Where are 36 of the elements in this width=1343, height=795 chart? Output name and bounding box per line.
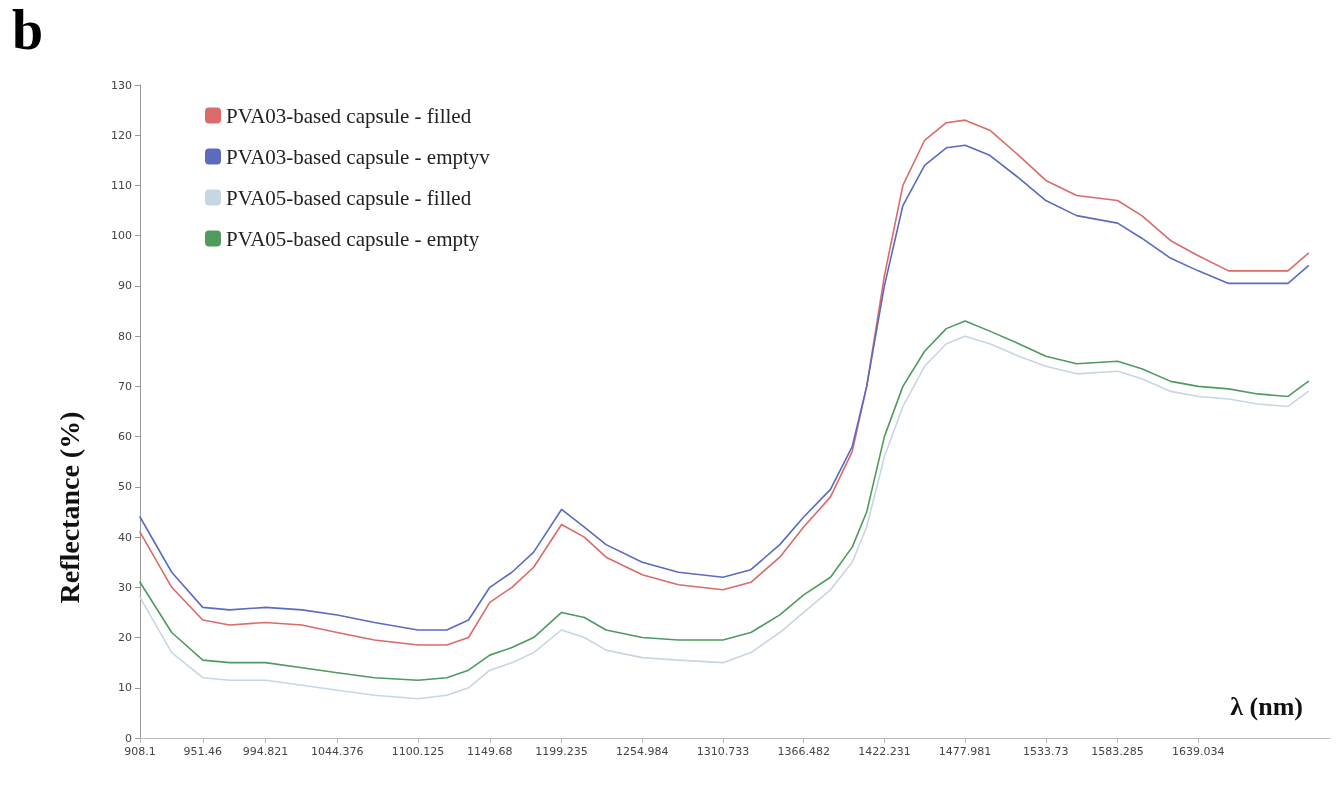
x-tick-label: 951.46 — [183, 745, 223, 758]
y-tick-label: 20 — [118, 631, 132, 645]
legend-label: PVA05-based capsule - empty — [226, 226, 480, 251]
y-tick-label: 80 — [118, 329, 132, 343]
y-tick-label: 130 — [111, 78, 132, 92]
y-tick-label: 90 — [118, 279, 132, 293]
y-tick-label: 70 — [118, 379, 132, 393]
x-tick-label: 1366.482 — [777, 745, 830, 758]
x-tick-label: 908.1 — [124, 745, 156, 758]
x-tick-label: 1310.733 — [696, 745, 750, 758]
x-tick-label: 1639.034 — [1172, 745, 1225, 758]
x-tick-label: 994.821 — [242, 745, 289, 758]
x-axis-title: λ (nm) — [1230, 691, 1304, 721]
x-tick-label: 1044.376 — [311, 745, 364, 758]
y-axis-title: Reflectance (%) — [53, 411, 85, 604]
y-tick-label: 0 — [125, 731, 132, 745]
y-tick-label: 120 — [111, 128, 132, 142]
x-tick-label: 1583.285 — [1091, 745, 1144, 758]
x-tick-label: 1422.231 — [858, 745, 911, 758]
x-tick-label: 1100.125 — [391, 745, 445, 758]
y-tick-label: 50 — [118, 480, 132, 494]
y-tick-label: 110 — [111, 178, 132, 192]
legend-label: PVA03-based capsule - emptyv — [226, 144, 491, 169]
y-tick-label: 60 — [118, 430, 132, 444]
y-tick-label: 40 — [118, 530, 132, 544]
legend-label: PVA05-based capsule - filled — [226, 185, 472, 210]
x-tick-label: 1149.68 — [467, 745, 513, 758]
y-tick-label: 100 — [111, 229, 132, 243]
y-tick-label: 30 — [118, 580, 132, 594]
x-tick-label: 1254.984 — [615, 745, 669, 758]
legend-label: PVA03-based capsule - filled — [226, 103, 472, 128]
x-tick-label: 1477.981 — [938, 745, 992, 758]
y-tick-label: 10 — [118, 681, 132, 695]
text: b — [12, 0, 44, 61]
x-tick-label: 1533.73 — [1023, 745, 1069, 758]
x-tick-label: 1199.235 — [535, 745, 588, 758]
